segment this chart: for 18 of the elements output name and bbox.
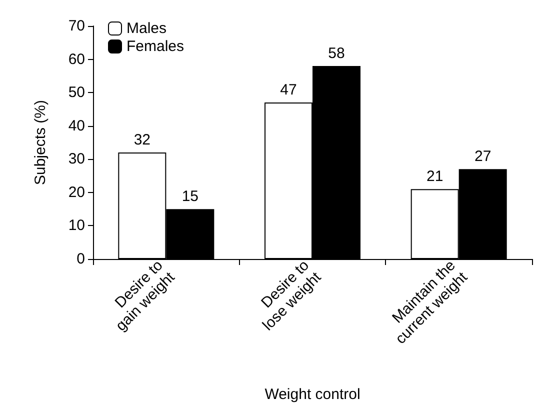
y-tick-label: 20 (68, 184, 85, 201)
y-axis-title: Subjects (%) (32, 100, 49, 186)
x-axis-title: Weight control (264, 386, 360, 403)
data-label: 47 (280, 82, 297, 99)
y-tick-label: 60 (68, 50, 85, 68)
y-tick-label: 10 (68, 217, 85, 234)
y-tick-label: 50 (68, 84, 85, 102)
y-tick-label: 70 (68, 18, 85, 34)
y-tick-label: 0 (76, 250, 85, 268)
data-label: 15 (182, 188, 199, 206)
legend-label: Males (126, 20, 167, 37)
y-tick-label: 40 (68, 117, 85, 134)
y-tick-label: 30 (68, 150, 85, 168)
legend-label: Females (126, 38, 184, 55)
data-label: 27 (474, 148, 492, 166)
data-label: 21 (426, 168, 444, 186)
data-label: 32 (134, 131, 151, 148)
data-label: 58 (328, 44, 345, 62)
